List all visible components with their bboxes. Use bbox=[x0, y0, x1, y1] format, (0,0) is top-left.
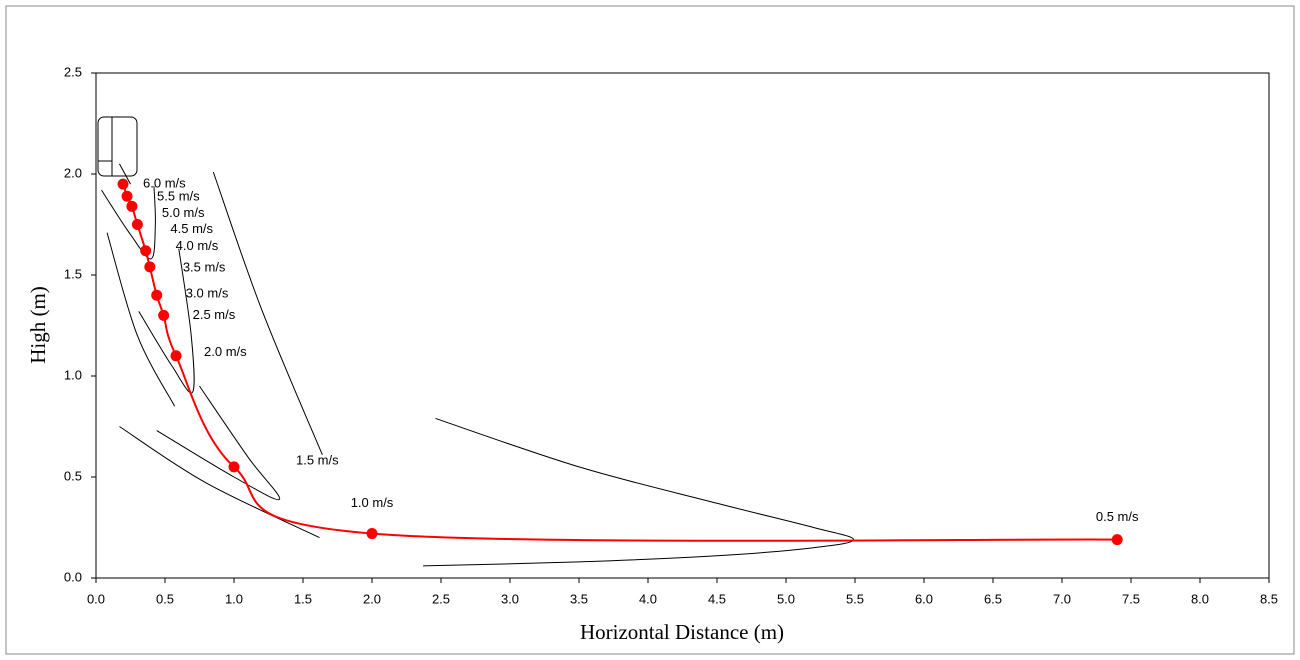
point-label: 1.5 m/s bbox=[296, 452, 339, 467]
x-tick-label: 2.5 bbox=[432, 591, 450, 606]
frame bbox=[5, 5, 1295, 655]
x-tick-label: 3.5 bbox=[570, 591, 588, 606]
x-tick-label: 0.5 bbox=[156, 591, 174, 606]
point-label: 3.5 m/s bbox=[183, 259, 226, 274]
data-point bbox=[366, 528, 378, 540]
data-point bbox=[117, 178, 129, 190]
data-point bbox=[121, 190, 133, 202]
x-tick-label: 1.5 bbox=[294, 591, 312, 606]
data-point bbox=[126, 200, 138, 212]
data-point bbox=[158, 309, 170, 321]
point-label: 3.0 m/s bbox=[186, 286, 229, 301]
x-tick-label: 5.5 bbox=[846, 591, 864, 606]
x-tick-label: 5.0 bbox=[777, 591, 795, 606]
y-axis-title: High (m) bbox=[26, 286, 50, 364]
point-label: 5.5 m/s bbox=[157, 189, 200, 204]
x-tick-label: 8.5 bbox=[1260, 591, 1278, 606]
x-tick-label: 2.0 bbox=[363, 591, 381, 606]
vehicle-icon bbox=[97, 116, 138, 177]
data-point bbox=[151, 289, 163, 301]
point-label: 4.5 m/s bbox=[170, 221, 213, 236]
x-tick-label: 0.0 bbox=[87, 591, 105, 606]
data-point bbox=[131, 219, 143, 230]
point-label: 2.5 m/s bbox=[193, 307, 236, 322]
data-point bbox=[170, 350, 182, 362]
x-tick-label: 4.0 bbox=[639, 591, 657, 606]
envelope-curve bbox=[156, 385, 281, 501]
x-axis-title: Horizontal Distance (m) bbox=[580, 620, 784, 644]
plot-area bbox=[95, 72, 1270, 579]
point-label: 6.0 m/s bbox=[143, 176, 186, 191]
envelope-curve bbox=[423, 417, 855, 567]
point-label: 1.0 m/s bbox=[351, 495, 394, 510]
x-tick-label: 7.5 bbox=[1122, 591, 1140, 606]
envelope-curve bbox=[119, 426, 320, 539]
y-tick-label: 0.0 bbox=[64, 569, 82, 584]
x-tick-label: 4.5 bbox=[708, 591, 726, 606]
data-point bbox=[1111, 534, 1123, 546]
x-tick-label: 1.0 bbox=[225, 591, 243, 606]
envelope-curve bbox=[106, 232, 176, 407]
x-tick-label: 6.5 bbox=[984, 591, 1002, 606]
data-point bbox=[140, 245, 152, 257]
y-tick-label: 1.0 bbox=[64, 367, 82, 382]
x-tick-label: 7.0 bbox=[1053, 591, 1071, 606]
x-tick-label: 3.0 bbox=[501, 591, 519, 606]
point-label: 0.5 m/s bbox=[1096, 509, 1139, 524]
data-point bbox=[144, 261, 156, 273]
envelope-curve bbox=[212, 171, 323, 455]
x-tick-label: 8.0 bbox=[1191, 591, 1209, 606]
envelope-curve bbox=[119, 163, 131, 185]
y-tick-label: 0.5 bbox=[64, 468, 82, 483]
y-tick-label: 1.5 bbox=[64, 266, 82, 281]
point-label: 2.0 m/s bbox=[204, 344, 247, 359]
data-point bbox=[228, 461, 240, 473]
envelope-curve bbox=[138, 248, 195, 394]
x-tick-label: 6.0 bbox=[915, 591, 933, 606]
point-label: 5.0 m/s bbox=[162, 205, 205, 220]
y-tick-label: 2.5 bbox=[64, 64, 82, 79]
point-label: 4.0 m/s bbox=[176, 238, 219, 253]
envelope-curve bbox=[101, 186, 156, 260]
y-tick-label: 2.0 bbox=[64, 165, 82, 180]
